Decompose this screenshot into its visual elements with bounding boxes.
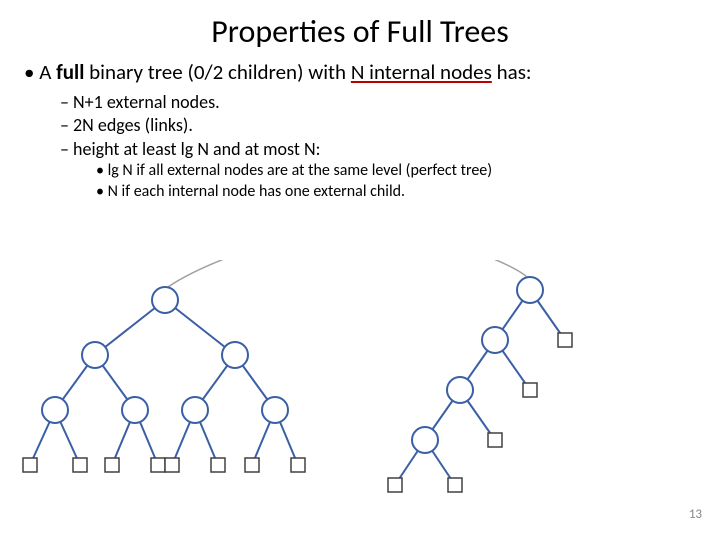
page-number: 13 bbox=[689, 507, 702, 522]
text-post: has: bbox=[492, 59, 532, 85]
content-area: A full binary tree (0/2 children) with N… bbox=[0, 59, 720, 203]
subsub-bullet-1: lg N if all external nodes are at the sa… bbox=[96, 161, 696, 182]
sub-bullet-3: height at least lg N and at most N: bbox=[60, 138, 696, 161]
subsub-bullet-2: N if each internal node has one external… bbox=[96, 182, 696, 203]
slide-title: Properties of Full Trees bbox=[0, 0, 720, 59]
sub-bullet-2: 2N edges (links). bbox=[60, 114, 696, 137]
main-bullet: A full binary tree (0/2 children) with N… bbox=[24, 59, 696, 85]
text-underline: N internal nodes bbox=[351, 59, 492, 85]
diagram-area bbox=[0, 260, 720, 520]
tree-diagram bbox=[0, 260, 720, 520]
sub-bullet-1: N+1 external nodes. bbox=[60, 91, 696, 114]
text-pre: A bbox=[39, 59, 56, 85]
text-mid: binary tree (0/2 children) with bbox=[84, 59, 350, 85]
text-bold: full bbox=[56, 59, 84, 85]
